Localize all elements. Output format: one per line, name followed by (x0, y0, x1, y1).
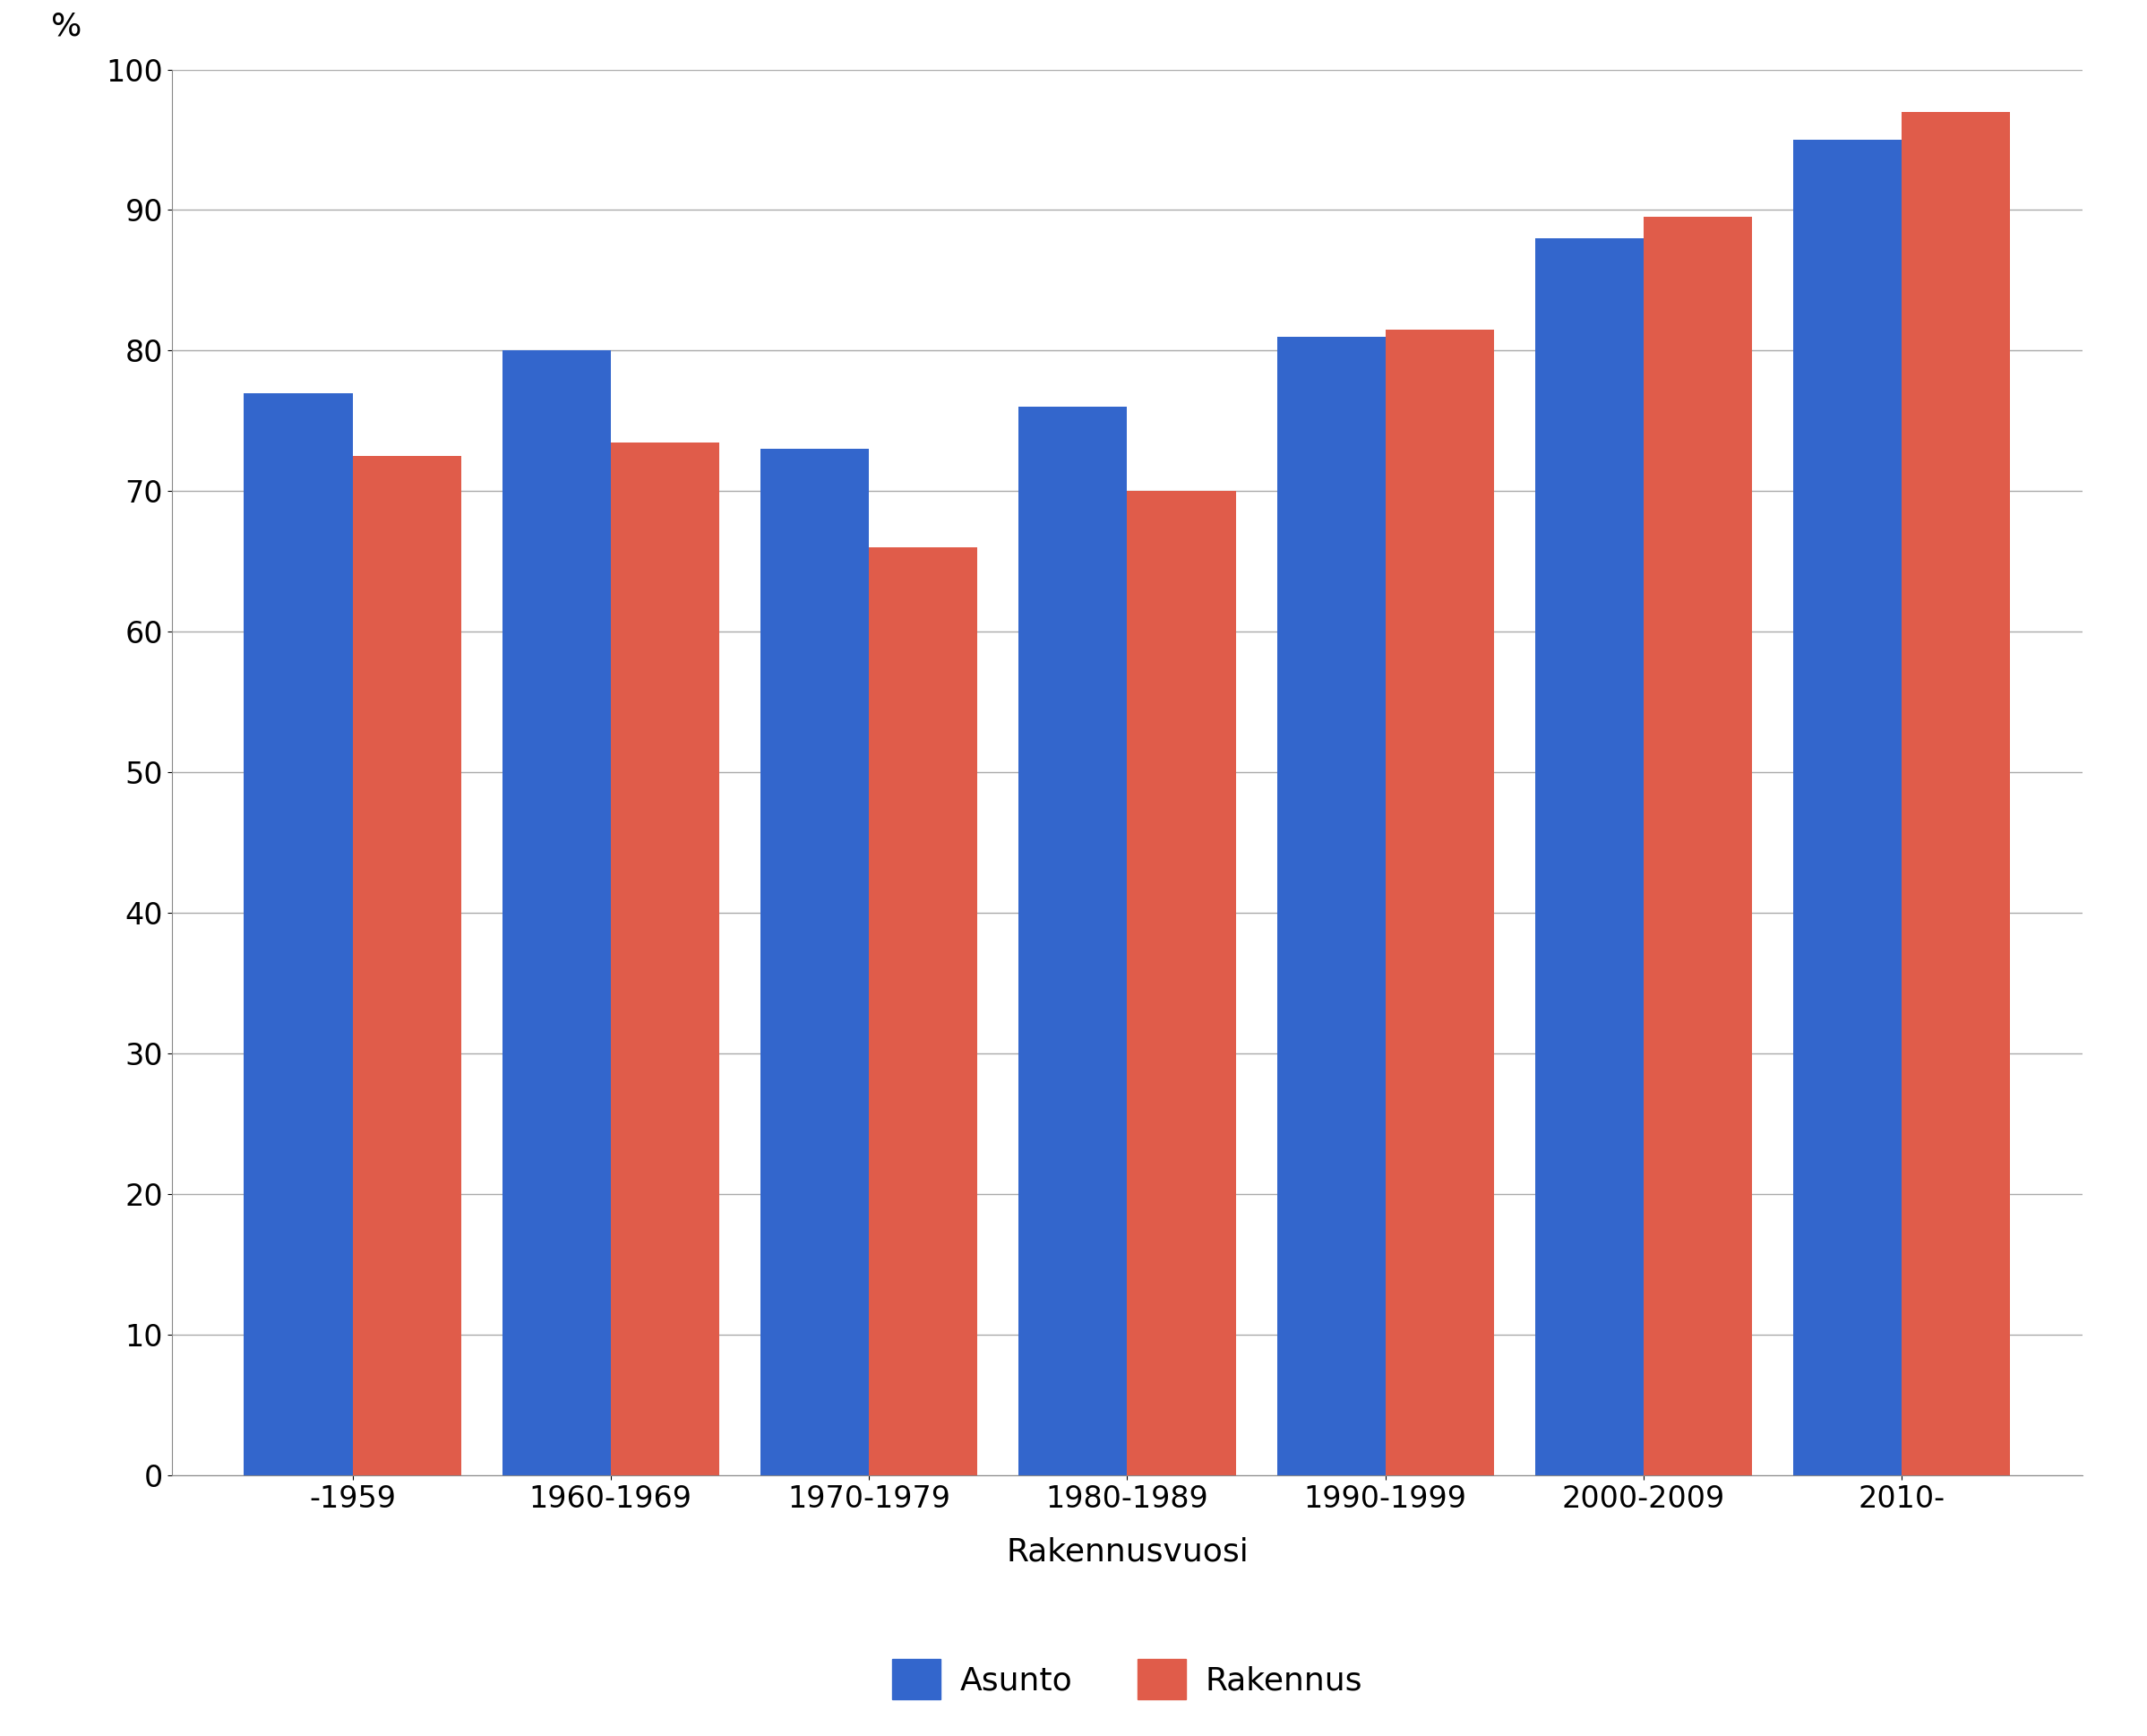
Bar (1902, 111, 2010, 1476)
Bar (245, 392, 352, 1476)
Bar (1127, 491, 1237, 1476)
Bar (1793, 141, 1902, 1476)
Bar (1385, 330, 1494, 1476)
Bar (610, 443, 719, 1476)
X-axis label: Rakennusvuosi: Rakennusvuosi (1007, 1536, 1247, 1566)
Bar (502, 351, 610, 1476)
Bar (1645, 217, 1752, 1476)
Y-axis label: %: % (52, 10, 82, 42)
Bar (1535, 238, 1645, 1476)
Bar (870, 547, 977, 1476)
Bar (1018, 406, 1127, 1476)
Legend: Asunto, Rakennus: Asunto, Rakennus (878, 1646, 1376, 1712)
Bar (352, 457, 462, 1476)
Bar (760, 450, 870, 1476)
Bar (1277, 337, 1385, 1476)
